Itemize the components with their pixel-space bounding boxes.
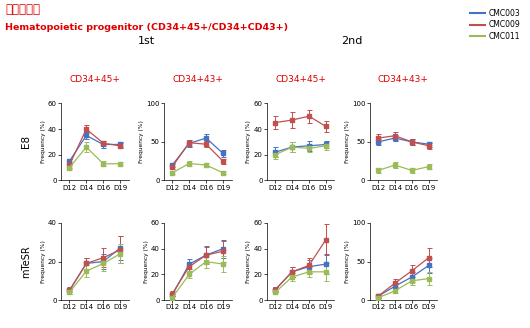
Y-axis label: Frequency (%): Frequency (%) <box>41 120 46 163</box>
Y-axis label: Frequency (%): Frequency (%) <box>345 120 350 163</box>
Y-axis label: Frequency (%): Frequency (%) <box>246 240 251 283</box>
Text: E8: E8 <box>22 135 31 149</box>
Text: Hematopoietic progenitor (CD34+45+/CD34+CD43+): Hematopoietic progenitor (CD34+45+/CD34+… <box>5 23 288 32</box>
Text: 1st: 1st <box>138 36 155 46</box>
Y-axis label: Frequency (%): Frequency (%) <box>41 240 46 283</box>
Text: CD34+45+: CD34+45+ <box>69 75 120 84</box>
Legend: CMC003, CMC009, CMC011: CMC003, CMC009, CMC011 <box>466 6 524 44</box>
Text: CD34+45+: CD34+45+ <box>275 75 326 84</box>
Y-axis label: Frequency (%): Frequency (%) <box>144 240 148 283</box>
Text: 조혈모세포: 조혈모세포 <box>5 3 40 16</box>
Text: 2nd: 2nd <box>341 36 363 46</box>
Text: CD34+43+: CD34+43+ <box>378 75 429 84</box>
Y-axis label: Frequency (%): Frequency (%) <box>345 240 350 283</box>
Text: CD34+43+: CD34+43+ <box>172 75 223 84</box>
Y-axis label: Frequency (%): Frequency (%) <box>139 120 144 163</box>
Text: mTeSR: mTeSR <box>22 245 31 278</box>
Y-axis label: Frequency (%): Frequency (%) <box>246 120 251 163</box>
